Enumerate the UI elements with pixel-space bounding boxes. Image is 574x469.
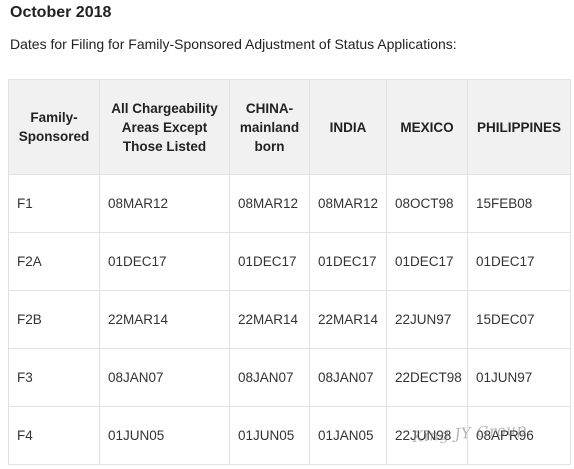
cell-category: F3: [8, 348, 100, 407]
cell-mexico: 22JUN98: [386, 406, 468, 465]
header-mexico: MEXICO: [386, 79, 468, 175]
cell-china: 08JAN07: [229, 348, 310, 407]
cell-india: 01DEC17: [309, 232, 387, 291]
visa-bulletin-table: Family-Sponsored All Chargeability Areas…: [8, 79, 571, 465]
cell-all-chargeability: 01JUN05: [99, 406, 230, 465]
cell-category: F2A: [8, 232, 100, 291]
cell-india: 22MAR14: [309, 290, 387, 349]
cell-philippines: 01JUN97: [467, 348, 571, 407]
table-row-f4: F4 01JUN05 01JUN05 01JAN05 22JUN98 08APR…: [8, 406, 571, 465]
cell-philippines: 15FEB08: [467, 174, 571, 233]
cell-mexico: 01DEC17: [386, 232, 468, 291]
cell-philippines: 08APR96: [467, 406, 571, 465]
table-row-f3: F3 08JAN07 08JAN07 08JAN07 22DECT98 01JU…: [8, 348, 571, 407]
cell-all-chargeability: 01DEC17: [99, 232, 230, 291]
table-row-f2a: F2A 01DEC17 01DEC17 01DEC17 01DEC17 01DE…: [8, 232, 571, 291]
cell-all-chargeability: 08MAR12: [99, 174, 230, 233]
cell-all-chargeability: 08JAN07: [99, 348, 230, 407]
header-india: INDIA: [309, 79, 387, 175]
header-china: CHINA-mainland born: [229, 79, 310, 175]
header-all-chargeability: All Chargeability Areas Except Those Lis…: [99, 79, 230, 175]
cell-all-chargeability: 22MAR14: [99, 290, 230, 349]
cell-mexico: 08OCT98: [386, 174, 468, 233]
header-family-sponsored: Family-Sponsored: [8, 79, 100, 175]
cell-mexico: 22DECT98: [386, 348, 468, 407]
page-title: October 2018: [10, 4, 112, 21]
cell-mexico: 22JUN97: [386, 290, 468, 349]
cell-china: 08MAR12: [229, 174, 310, 233]
cell-india: 01JAN05: [309, 406, 387, 465]
cell-category: F4: [8, 406, 100, 465]
table-header-row: Family-Sponsored All Chargeability Areas…: [8, 79, 571, 175]
cell-category: F1: [8, 174, 100, 233]
cell-philippines: 01DEC17: [467, 232, 571, 291]
header-philippines: PHILIPPINES: [467, 79, 571, 175]
cell-china: 22MAR14: [229, 290, 310, 349]
cell-category: F2B: [8, 290, 100, 349]
page-subtitle: Dates for Filing for Family-Sponsored Ad…: [10, 36, 457, 52]
table-row-f2b: F2B 22MAR14 22MAR14 22MAR14 22JUN97 15DE…: [8, 290, 571, 349]
cell-india: 08JAN07: [309, 348, 387, 407]
cell-india: 08MAR12: [309, 174, 387, 233]
cell-china: 01DEC17: [229, 232, 310, 291]
cell-philippines: 15DEC07: [467, 290, 571, 349]
cell-china: 01JUN05: [229, 406, 310, 465]
table-row-f1: F1 08MAR12 08MAR12 08MAR12 08OCT98 15FEB…: [8, 174, 571, 233]
